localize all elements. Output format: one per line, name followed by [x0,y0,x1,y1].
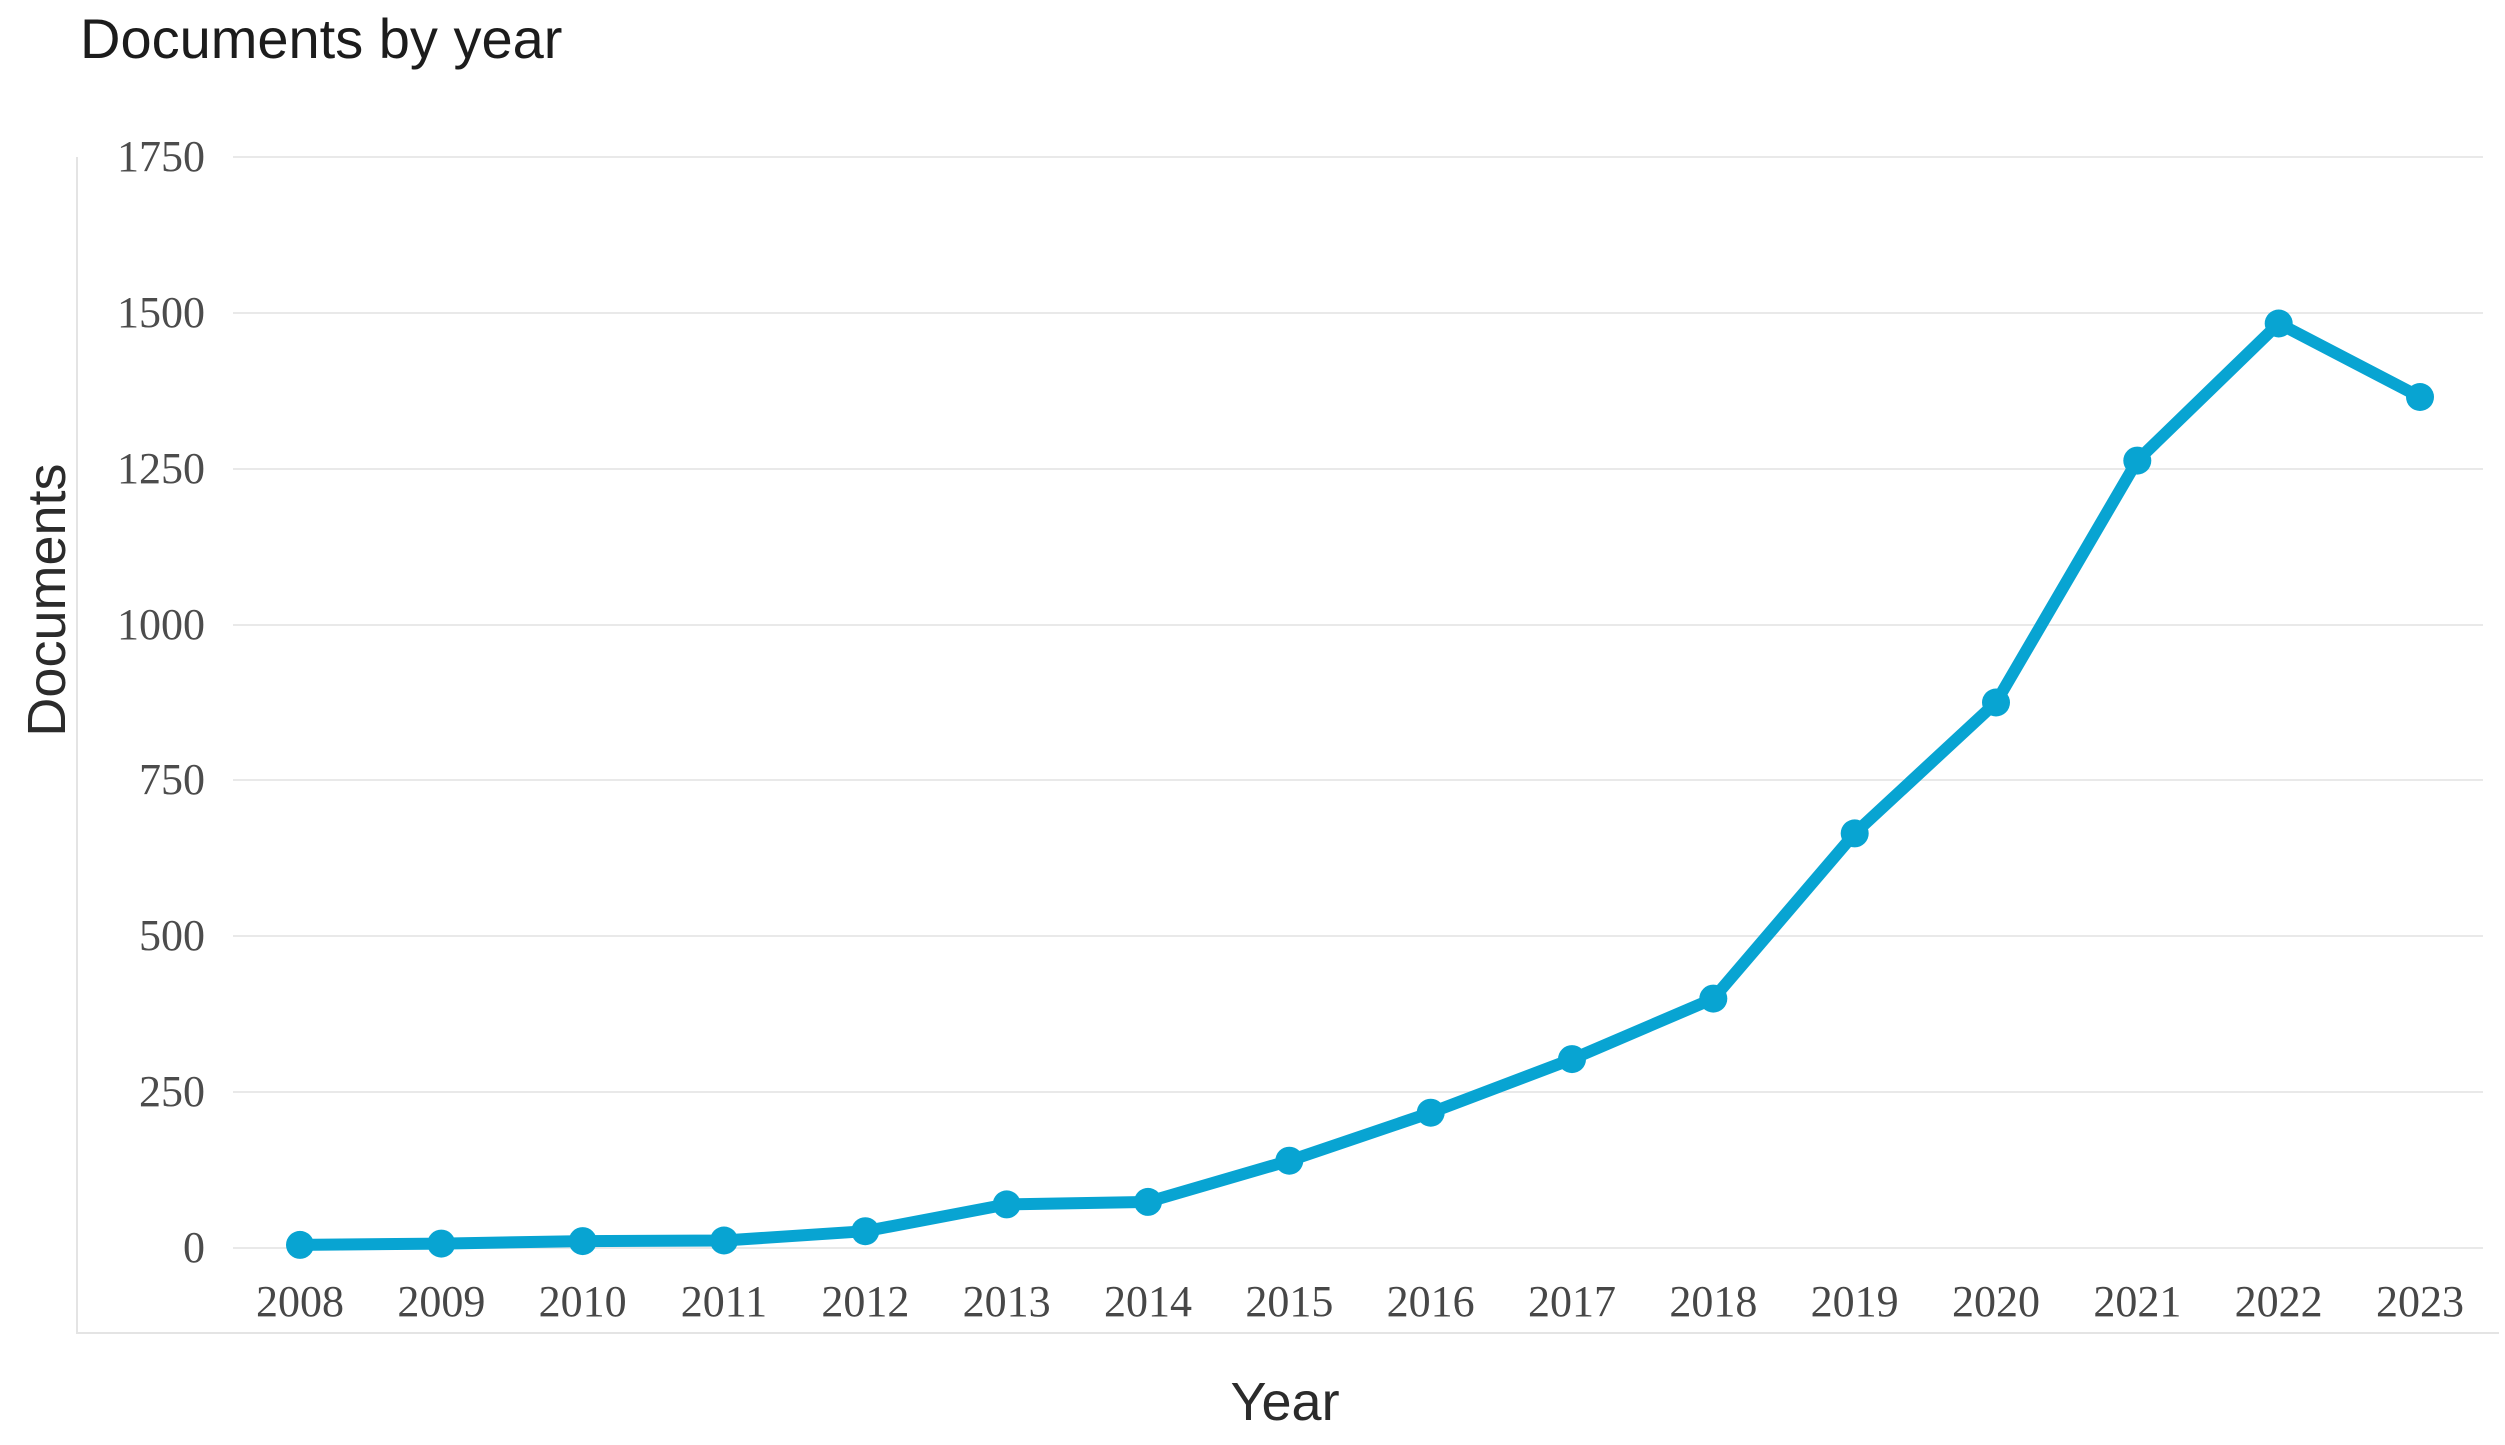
x-tick-label-2021: 2021 [2093,1277,2182,1326]
y-tick-label-250: 250 [139,1067,205,1117]
x-tick-label-2020: 2020 [1951,1277,2040,1326]
gridline-750 [233,779,2483,782]
data-point-2011[interactable] [710,1226,738,1255]
y-tick-label-1000: 1000 [117,599,205,649]
x-axis-title: Year [1230,1372,1340,1432]
data-point-2010[interactable] [568,1227,597,1256]
gridline-0 [233,1247,2483,1249]
x-tick-label-2011: 2011 [680,1277,768,1326]
data-point-2009[interactable] [427,1229,456,1258]
data-point-2021[interactable] [2123,446,2152,475]
x-tick-label-2017: 2017 [1527,1277,1616,1326]
gridline-250 [233,1091,2483,1094]
x-tick-label-2022: 2022 [2234,1277,2323,1326]
x-tick-label-2008: 2008 [256,1277,344,1326]
gridline-1250 [233,467,2483,470]
gridline-1500 [233,311,2483,314]
x-axis-line [76,1332,2499,1334]
x-tick-label-2013: 2013 [962,1277,1051,1326]
data-point-2012[interactable] [851,1217,880,1246]
x-tick-label-2012: 2012 [821,1277,910,1326]
y-tick-label-500: 500 [139,911,205,961]
x-tick-label-2019: 2019 [1810,1277,1899,1326]
documents-line [294,317,2426,1251]
gridline-1750 [233,156,2483,158]
gridline-1000 [233,623,2483,626]
x-tick-label-2010: 2010 [538,1277,627,1326]
data-point-2016[interactable] [1416,1098,1445,1127]
y-tick-label-1750: 1750 [117,132,205,181]
x-tick-label-2015: 2015 [1245,1277,1334,1326]
y-axis-line [76,157,78,1334]
chart-title: Documents by year [80,7,563,70]
data-point-2019[interactable] [1840,819,1869,848]
x-tick-label-2018: 2018 [1669,1277,1758,1326]
data-point-2014[interactable] [1134,1187,1162,1216]
data-point-2017[interactable] [1558,1045,1586,1074]
data-point-2018[interactable] [1699,984,1728,1013]
data-point-2023[interactable] [2406,383,2434,411]
data-point-2022[interactable] [2264,309,2293,338]
gridline-500 [233,935,2483,938]
x-tick-label-2016: 2016 [1386,1277,1475,1326]
x-tick-label-2009: 2009 [397,1277,486,1326]
x-tick-label-2023: 2023 [2375,1277,2464,1326]
y-tick-label-1500: 1500 [117,287,205,337]
data-point-2020[interactable] [1982,688,2010,717]
y-tick-label-0: 0 [183,1223,205,1272]
data-point-2013[interactable] [992,1190,1021,1219]
data-point-2015[interactable] [1275,1146,1304,1175]
y-tick-label-1250: 1250 [117,443,205,493]
y-tick-label-750: 750 [139,755,205,805]
data-point-2008[interactable] [286,1230,314,1259]
x-tick-label-2014: 2014 [1103,1277,1192,1326]
